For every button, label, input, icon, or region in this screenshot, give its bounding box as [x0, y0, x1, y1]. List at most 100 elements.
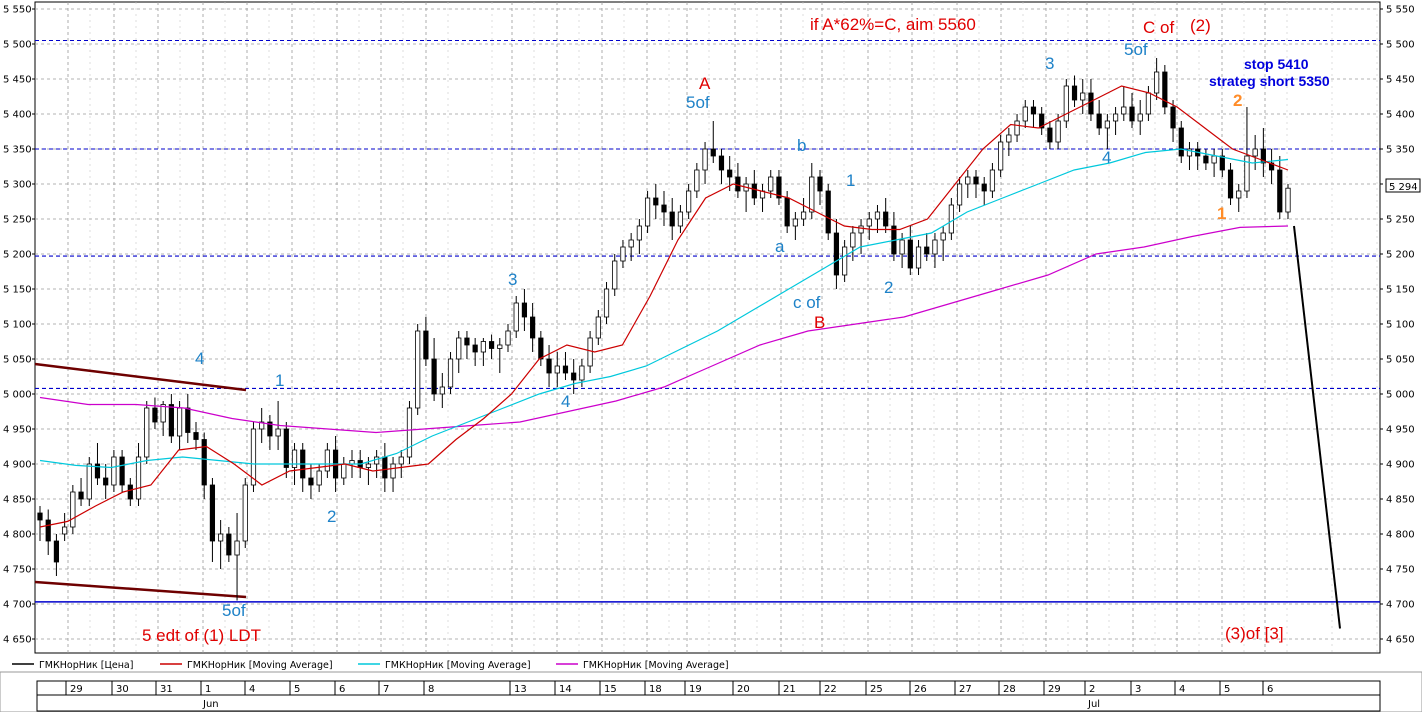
- y-tick-label-left: 5 350: [3, 145, 32, 156]
- candle-body: [718, 155, 725, 171]
- candle-body: [37, 512, 43, 521]
- candle-body: [1162, 71, 1168, 108]
- candle-body: [636, 225, 642, 241]
- annotation-A: A: [699, 74, 711, 93]
- candle-body: [538, 337, 544, 360]
- candle-body: [144, 407, 150, 458]
- candle-body: [1096, 113, 1102, 129]
- candle-body: [858, 225, 864, 234]
- month-label-jun: Jun: [202, 699, 219, 710]
- candle-body: [1268, 162, 1275, 171]
- candle-body: [603, 288, 610, 318]
- y-tick-label-left: 5 150: [3, 285, 32, 296]
- x-tick-label: 21: [783, 684, 796, 695]
- y-tick-label-left: 5 300: [3, 180, 32, 191]
- candle-body: [973, 176, 979, 185]
- annotation-c-of-small: c of: [793, 293, 821, 312]
- y-tick-label-left: 4 800: [3, 530, 32, 541]
- candle-body: [932, 239, 938, 255]
- ma-magenta-line: [39, 225, 1289, 434]
- legend-label: ГМКНорНик [Цена]: [39, 660, 133, 671]
- candle-body: [1121, 106, 1127, 115]
- x-tick-label: 1: [205, 684, 211, 695]
- candle-body: [735, 176, 741, 192]
- x-tick-label: 14: [559, 684, 572, 695]
- candle-body: [1203, 155, 1209, 164]
- lower-wedge-line: [34, 580, 247, 599]
- candle-body: [308, 477, 314, 486]
- candle-body: [595, 316, 601, 339]
- candle-body: [1178, 127, 1184, 157]
- candle-body: [259, 421, 265, 430]
- candle-body: [702, 148, 708, 171]
- grid: [35, 2, 1380, 653]
- x-tick-label: 30: [116, 684, 129, 695]
- candle-body: [111, 456, 117, 486]
- candle-body: [907, 239, 913, 269]
- candle-body: [135, 456, 142, 500]
- candle-body: [218, 533, 224, 542]
- candle-body: [653, 197, 659, 206]
- y-tick-label-right: 4 950: [1386, 425, 1415, 436]
- x-tick-label: 28: [1003, 684, 1016, 695]
- x-tick-label: 6: [1267, 684, 1273, 695]
- candle-body: [1236, 190, 1242, 199]
- candle-body: [291, 449, 298, 468]
- x-tick-label: 20: [737, 684, 750, 695]
- candle-body: [365, 463, 372, 468]
- x-tick-label: 7: [383, 684, 389, 695]
- candle-body: [398, 456, 404, 465]
- y-tick-label-right: 4 850: [1386, 495, 1415, 506]
- legend-label: ГМКНорНик [Moving Average]: [385, 660, 531, 671]
- y-tick-label-right: 4 750: [1386, 565, 1415, 576]
- x-tick-label: 22: [824, 684, 837, 695]
- x-tick-label: 2: [1089, 684, 1095, 695]
- x-tick-label: 27: [959, 684, 972, 695]
- candle-body: [439, 386, 445, 395]
- candle-body: [176, 407, 183, 437]
- candle-body: [924, 246, 930, 255]
- y-tick-label-right: 5 250: [1386, 215, 1415, 226]
- candle-body: [571, 372, 577, 381]
- candle-body: [562, 365, 569, 374]
- y-tick-label-left: 5 250: [3, 215, 32, 226]
- candle-body: [53, 540, 60, 563]
- y-tick-label-left: 4 650: [3, 635, 32, 646]
- candle-body: [382, 456, 388, 479]
- y-tick-label-left: 5 000: [3, 390, 32, 401]
- y-tick-label-right: 5 550: [1386, 5, 1415, 16]
- candle-body: [612, 260, 618, 290]
- candle-body: [201, 439, 207, 486]
- candle-body: [160, 404, 166, 423]
- candle-body: [792, 218, 798, 227]
- candle-body: [1112, 113, 1119, 122]
- annotation-2-mid: 2: [884, 278, 893, 297]
- candle-body: [431, 358, 437, 395]
- annotation-5of-C: 5of: [1124, 40, 1148, 59]
- candle-body: [727, 169, 733, 178]
- candle-body: [669, 211, 675, 227]
- y-tick-label-left: 5 450: [3, 75, 32, 86]
- candle-body: [874, 211, 881, 220]
- candle-body: [480, 341, 486, 353]
- annotation-1-left: 1: [275, 371, 284, 390]
- y-tick-label-right: 5 000: [1386, 390, 1415, 401]
- candle-body: [554, 365, 560, 374]
- candle-body: [226, 533, 232, 556]
- legend-label: ГМКНорНик [Moving Average]: [583, 660, 729, 671]
- x-tick-label: 25: [870, 684, 883, 695]
- x-tick-label: 3: [1135, 684, 1141, 695]
- y-tick-label-left: 5 400: [3, 110, 32, 121]
- y-tick-label-left: 5 050: [3, 355, 32, 366]
- candle-body: [686, 190, 692, 213]
- annotation-1-mid: 1: [846, 171, 855, 190]
- candle-body: [1104, 120, 1110, 129]
- candle-body: [390, 463, 396, 479]
- candle-body: [800, 211, 807, 220]
- annotation-B: B: [814, 313, 825, 332]
- candle-body: [1260, 148, 1266, 164]
- candle-body: [1063, 85, 1069, 122]
- candle-body: [1129, 106, 1135, 122]
- y-tick-label-right: 5 400: [1386, 110, 1415, 121]
- candle-body: [70, 491, 76, 528]
